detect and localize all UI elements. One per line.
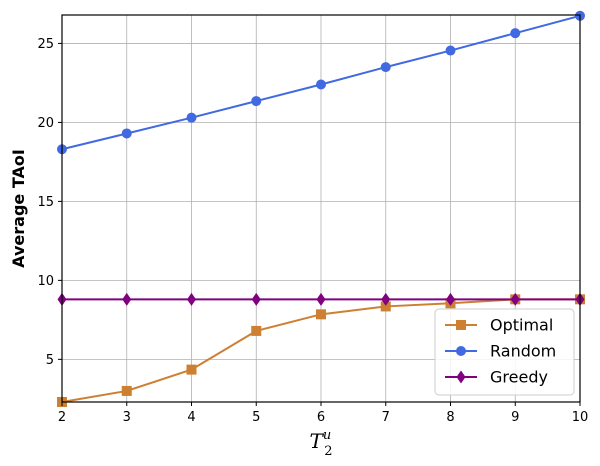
data-point-optimal [121,385,132,396]
legend-label-random: Random [490,342,556,361]
data-point-random [186,112,197,123]
legend-item-random: Random [445,342,556,361]
x-tick-label: 9 [511,410,519,425]
legend-marker-greedy [456,370,466,384]
x-tick-label: 4 [187,410,195,425]
x-tick-label: 10 [572,410,589,425]
y-tick-label: 10 [37,274,54,289]
legend-item-greedy: Greedy [445,368,548,387]
data-point-random [251,96,262,107]
data-point-random [121,128,132,139]
data-point-random [445,45,456,56]
x-label-superscript: u [323,428,331,443]
legend-marker-random [456,346,466,356]
series-layer [57,10,585,407]
legend-label-optimal: Optimal [490,316,553,335]
legend-label-greedy: Greedy [490,368,548,387]
legend: Optimal Random Greedy [434,308,575,396]
x-tick-label: 5 [252,410,260,425]
data-point-greedy [510,292,520,306]
y-tick-label: 5 [46,353,54,368]
data-point-optimal [380,301,391,312]
data-point-greedy [381,292,391,306]
x-label-subscript: 2 [324,444,332,459]
x-axis-label: Tu 2 [310,428,333,459]
legend-box [434,308,575,396]
y-axis-ticks: 5 10 15 20 25 [37,37,62,368]
x-label-base: T [310,429,325,453]
legend-marker-optimal [456,320,466,330]
y-tick-label: 25 [37,37,54,52]
data-point-greedy [316,292,326,306]
y-axis-label: Average TAoI [9,149,28,268]
series-random [57,10,585,155]
data-point-greedy [187,292,196,306]
data-point-greedy [446,292,455,306]
y-tick-label: 15 [37,195,54,210]
x-tick-label: 7 [382,410,390,425]
data-point-random [510,28,521,39]
data-point-optimal [251,325,262,336]
x-tick-label: 2 [58,410,66,425]
data-point-optimal [316,309,326,320]
x-tick-label: 3 [123,410,131,425]
data-point-random [380,62,391,73]
x-tick-label: 6 [317,410,325,425]
y-tick-label: 20 [37,116,54,131]
x-axis-ticks: 2 3 4 5 6 7 8 9 10 [58,402,588,425]
series-greedy [57,292,585,306]
grid-lines [61,15,581,402]
data-point-random [316,79,326,90]
data-point-greedy [122,292,132,306]
legend-item-optimal: Optimal [445,316,553,335]
data-point-greedy [251,292,261,306]
x-tick-label: 8 [446,410,454,425]
data-point-optimal [186,364,197,375]
